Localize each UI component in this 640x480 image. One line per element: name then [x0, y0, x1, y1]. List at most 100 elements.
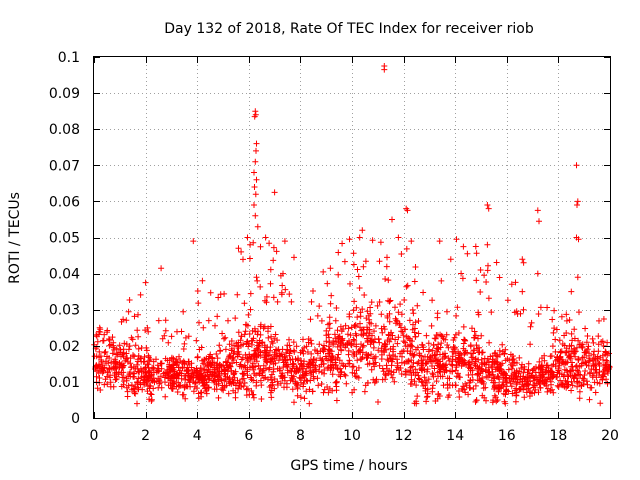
data-point [343, 380, 350, 387]
data-point [166, 357, 173, 364]
data-point [221, 377, 228, 384]
data-point [556, 337, 563, 344]
data-point [176, 353, 182, 360]
data-point [510, 371, 517, 378]
data-point [599, 338, 606, 345]
data-point [473, 277, 480, 284]
data-point [346, 236, 353, 243]
data-point [364, 379, 371, 386]
data-point [145, 328, 152, 335]
data-point [346, 360, 353, 367]
data-point [376, 339, 383, 346]
data-point [430, 342, 437, 349]
data-point [174, 359, 181, 366]
data-point [140, 358, 147, 365]
data-point [286, 336, 292, 343]
data-point [396, 322, 403, 328]
data-point [290, 373, 297, 380]
data-point [464, 349, 471, 356]
data-point [591, 370, 597, 376]
data-point [450, 343, 457, 350]
data-point [330, 341, 337, 348]
data-point [215, 294, 222, 301]
data-point [574, 378, 581, 385]
data-point [394, 356, 400, 363]
data-point [377, 239, 384, 246]
data-point [564, 359, 571, 366]
data-point [335, 351, 342, 358]
data-point [389, 346, 396, 353]
data-point [339, 240, 346, 247]
data-point [132, 390, 139, 397]
data-point [364, 326, 371, 333]
y-tick-label: 0.01 [49, 375, 80, 391]
data-point [325, 343, 332, 350]
data-point [420, 382, 427, 389]
data-point [572, 372, 579, 379]
data-point [360, 342, 367, 349]
data-point [525, 366, 532, 373]
data-point [392, 336, 399, 343]
data-point [334, 354, 341, 361]
data-point [256, 344, 262, 350]
data-point [268, 333, 275, 340]
data-point [173, 375, 180, 382]
data-point [384, 254, 390, 261]
data-point [210, 364, 216, 371]
data-point [301, 344, 308, 351]
data-point [472, 243, 479, 250]
data-point [547, 367, 554, 374]
data-point [329, 357, 336, 364]
data-point [232, 394, 239, 401]
data-point [181, 340, 188, 347]
data-point [502, 377, 509, 384]
data-point [477, 267, 484, 273]
data-point [574, 202, 580, 208]
data-point [575, 236, 582, 243]
data-point [503, 387, 510, 394]
data-point [235, 348, 242, 355]
data-point [405, 368, 411, 375]
x-tick-label: 6 [244, 428, 253, 444]
data-point [93, 362, 100, 369]
data-point [586, 352, 592, 359]
data-point [158, 384, 165, 391]
data-point [597, 400, 604, 407]
data-point [371, 328, 377, 335]
y-tick-label: 0.08 [49, 122, 80, 138]
data-point [572, 363, 579, 370]
data-point [245, 311, 252, 318]
data-point [182, 395, 189, 402]
data-point [543, 362, 550, 369]
data-point [491, 375, 498, 382]
data-point [252, 158, 259, 165]
data-point [353, 343, 360, 350]
data-point [359, 306, 366, 313]
data-point [265, 328, 271, 335]
data-point [424, 386, 431, 393]
data-point [409, 343, 416, 350]
data-point [181, 384, 188, 391]
data-point [198, 389, 205, 396]
data-point [93, 373, 100, 380]
data-point [193, 337, 200, 344]
data-point [155, 368, 162, 375]
data-point [499, 348, 506, 355]
data-point [201, 356, 208, 363]
data-point [368, 320, 375, 327]
data-point [222, 346, 229, 353]
data-point [595, 333, 602, 340]
data-point [251, 184, 258, 190]
data-point [351, 298, 358, 305]
data-point [519, 288, 526, 295]
data-point [596, 317, 602, 324]
data-point [600, 342, 607, 349]
data-point [201, 381, 208, 387]
data-point [313, 357, 320, 364]
data-point [257, 349, 264, 356]
y-tick-label: 0.04 [49, 267, 80, 283]
data-point [392, 320, 399, 327]
data-point [604, 380, 611, 387]
data-point [270, 257, 277, 264]
data-point [455, 348, 462, 355]
